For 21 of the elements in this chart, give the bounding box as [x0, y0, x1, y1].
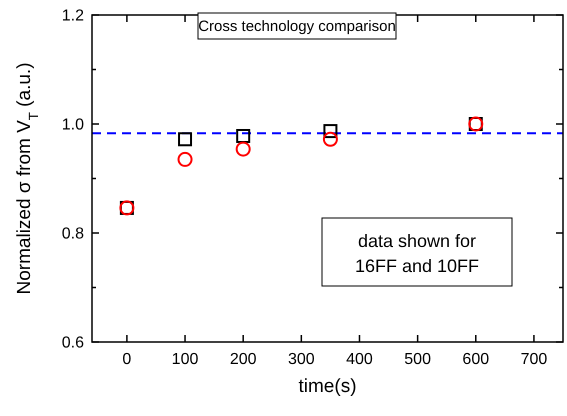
point	[236, 128, 250, 143]
y-tick-label: 0.6	[62, 334, 84, 352]
point	[322, 132, 338, 147]
x-tick-label: 600	[462, 351, 490, 368]
point	[236, 142, 251, 157]
annotation: data shown for 16FF and 10FF	[354, 231, 480, 276]
x-tick-label: 200	[230, 351, 257, 368]
x-axis-title: time(s)	[298, 376, 357, 397]
x-tick-label: 0	[122, 351, 132, 368]
x-tick-label: 400	[346, 351, 373, 368]
x-tick-label: 500	[404, 351, 432, 368]
x-tick-label: 300	[288, 351, 315, 368]
x-tick-label: 100	[172, 351, 198, 368]
point	[323, 124, 338, 138]
y-tick-label: 0.8	[62, 226, 84, 243]
annotation: Cross technology comparison	[198, 18, 396, 35]
y-tick-label: 1.2	[62, 8, 84, 25]
point	[178, 132, 192, 146]
x-tick-label: 700	[520, 351, 548, 368]
point	[178, 152, 193, 167]
y-tick-label: 1.0	[62, 116, 84, 134]
